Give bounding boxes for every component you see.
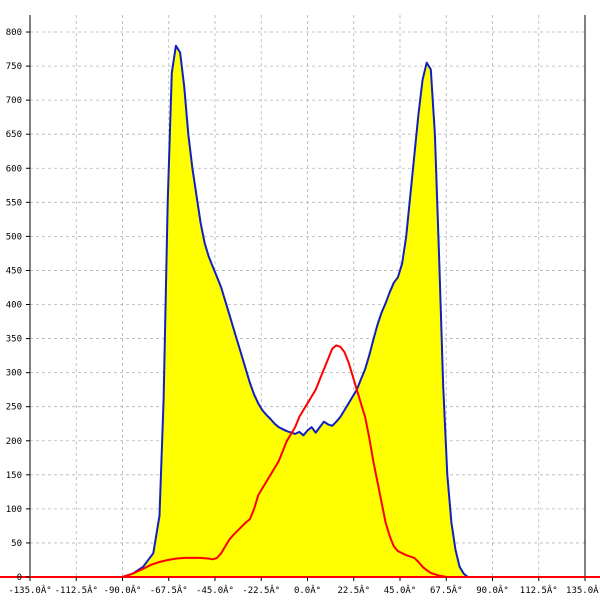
x-tick-label: 112.5Â° xyxy=(520,584,558,596)
series-1-line xyxy=(122,344,493,578)
x-tick-label: 135.0Â° xyxy=(566,584,600,596)
x-tick-label: 0.0Â° xyxy=(294,584,321,596)
series-0-line xyxy=(122,44,503,578)
y-tick-label: 300 xyxy=(6,369,22,379)
x-tick-label: 22.5Â° xyxy=(337,584,370,596)
y-tick-label: 250 xyxy=(6,403,22,413)
y-tick-label: 650 xyxy=(6,130,22,140)
y-tick-label: 600 xyxy=(6,164,22,174)
x-tick-label: -45.0Â° xyxy=(196,584,234,596)
y-tick-label: 50 xyxy=(11,539,22,549)
y-tick-label: 150 xyxy=(6,471,22,481)
y-tick-label: 350 xyxy=(6,335,22,345)
x-tick-label: -90.0Â° xyxy=(104,584,142,596)
x-tick-label: -67.5Â° xyxy=(150,584,188,596)
x-tick-label: -135.0Â° xyxy=(8,584,51,596)
x-tick-label: 67.5Â° xyxy=(430,584,463,596)
axes xyxy=(0,15,600,581)
x-tick-label: -22.5Â° xyxy=(242,584,280,596)
y-tick-label: 700 xyxy=(6,96,22,106)
x-tick-label: -112.5Â° xyxy=(55,584,98,596)
y-tick-label: 0 xyxy=(17,573,22,583)
y-tick-label: 400 xyxy=(6,301,22,311)
y-tick-label: 550 xyxy=(6,198,22,208)
y-tick-label: 450 xyxy=(6,266,22,276)
y-tick-label: 500 xyxy=(6,232,22,242)
x-tick-label: 45.0Â° xyxy=(384,584,417,596)
y-tick-label: 750 xyxy=(6,62,22,72)
series-layer xyxy=(122,44,503,578)
tick-labels: 0 50 100 150 200 250 300 350 400 450 500 550 600 650 7… xyxy=(6,28,600,596)
y-tick-label: 800 xyxy=(6,28,22,38)
x-tick-label: 90.0Â° xyxy=(476,584,509,596)
y-tick-label: 200 xyxy=(6,437,22,447)
series-0-area xyxy=(122,45,503,577)
y-tick-label: 100 xyxy=(6,505,22,515)
